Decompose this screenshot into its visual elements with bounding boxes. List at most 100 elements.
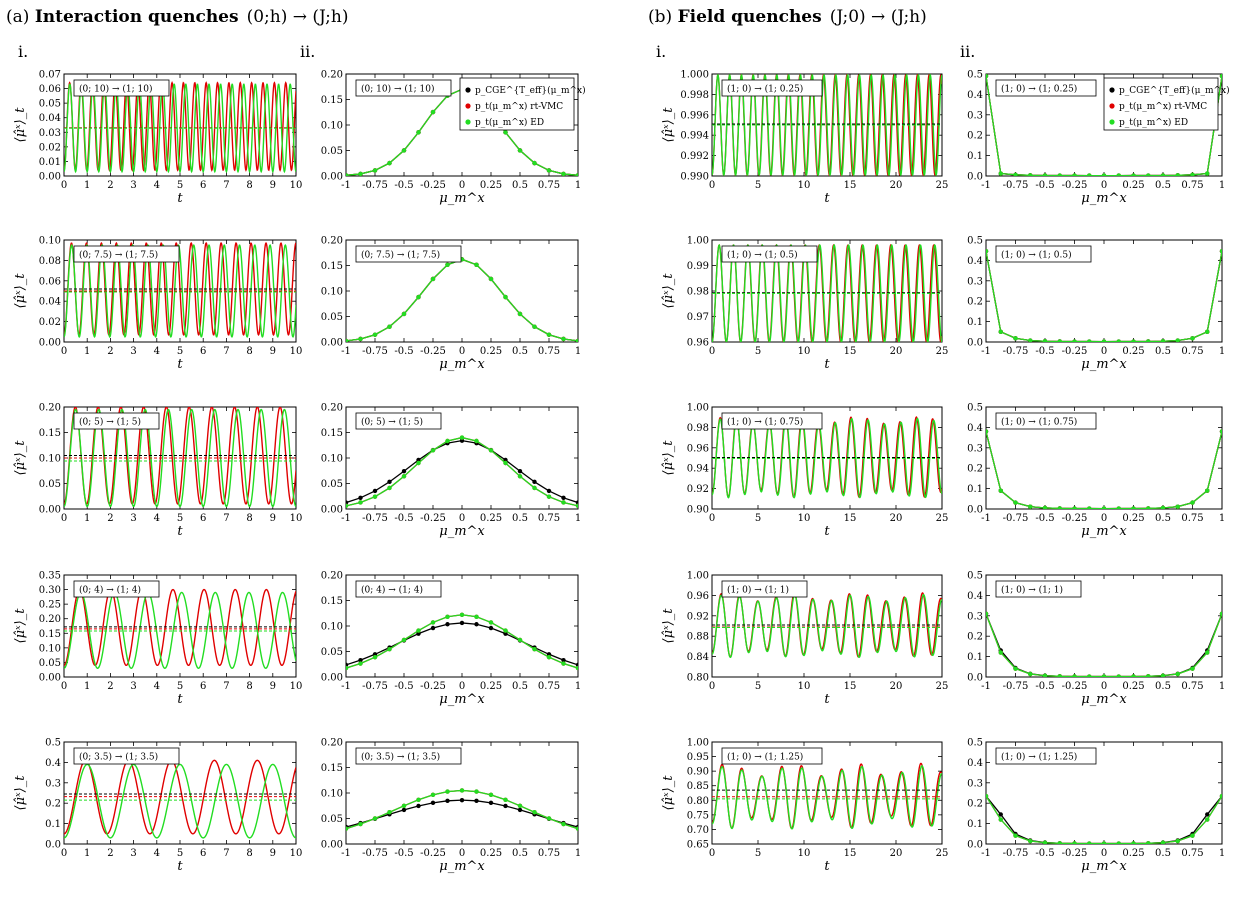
x-tick-label: 0 bbox=[459, 848, 465, 859]
series-cge bbox=[986, 431, 1222, 509]
x-tick-label: 9 bbox=[270, 513, 276, 524]
y-tick-label: 0.5 bbox=[967, 236, 983, 247]
y-tick-label: 0.0 bbox=[967, 840, 983, 851]
x-tick-label: 3 bbox=[130, 848, 136, 859]
annotation-text: (1; 0) → (1; 0.5) bbox=[1001, 250, 1072, 261]
point-ed bbox=[401, 474, 407, 479]
x-tick-label: -0.25 bbox=[420, 681, 446, 692]
legend-marker bbox=[1109, 103, 1115, 109]
y-tick-label: 0.07 bbox=[39, 70, 61, 81]
x-axis-label: t bbox=[177, 357, 183, 372]
x-axis-label: μ_m^x bbox=[439, 357, 485, 372]
y-tick-label: 0.0 bbox=[967, 505, 983, 516]
x-tick-label: 8 bbox=[246, 681, 252, 692]
point-ed bbox=[1028, 671, 1033, 677]
y-tick-label: 0.00 bbox=[321, 673, 343, 684]
y-tick-label: 0.05 bbox=[321, 146, 343, 157]
x-tick-label: 10 bbox=[290, 848, 303, 859]
x-tick-label: 1 bbox=[1219, 346, 1225, 357]
x-tick-label: 4 bbox=[154, 681, 160, 692]
x-tick-label: 0.5 bbox=[1155, 681, 1171, 692]
y-tick-label: 0.15 bbox=[39, 428, 61, 439]
point-ed bbox=[503, 294, 508, 300]
point-ed bbox=[387, 160, 392, 166]
y-tick-label: 0.02 bbox=[39, 142, 61, 153]
y-tick-label: 0.95 bbox=[687, 752, 709, 763]
point-ed bbox=[1205, 488, 1210, 493]
x-tick-label: 1 bbox=[575, 681, 581, 692]
x-tick-label: 1 bbox=[84, 848, 90, 859]
x-tick-label: 8 bbox=[246, 346, 252, 357]
point-ed bbox=[1190, 666, 1195, 671]
point-cge bbox=[575, 500, 578, 505]
x-tick-label: 10 bbox=[798, 180, 811, 191]
y-tick-label: 0.96 bbox=[687, 591, 709, 602]
point-ed bbox=[488, 448, 494, 453]
y-tick-label: 1.000 bbox=[680, 70, 709, 81]
x-tick-label: 0 bbox=[1101, 180, 1107, 191]
y-tick-label: 0.00 bbox=[39, 673, 61, 684]
x-tick-label: 10 bbox=[798, 848, 811, 859]
x-tick-label: 1 bbox=[84, 513, 90, 524]
point-ed bbox=[459, 435, 465, 440]
x-tick-label: 0 bbox=[709, 346, 715, 357]
y-tick-label: 0.65 bbox=[687, 840, 709, 851]
x-tick-label: 0 bbox=[61, 848, 67, 859]
chart-a-i-row1: 0.00 0.02 0.04 0.06 0.08 0.10 0 1 2 3 4 5 6 7 8 9 10 t ⟨μ̂… bbox=[13, 236, 302, 373]
x-tick-label: 0.75 bbox=[1181, 513, 1203, 524]
point-ed bbox=[401, 311, 407, 317]
x-tick-label: 20 bbox=[890, 681, 903, 692]
point-ed bbox=[1101, 339, 1107, 342]
point-ed bbox=[346, 826, 349, 831]
x-tick-label: 0.5 bbox=[512, 180, 528, 191]
point-ed bbox=[532, 324, 537, 329]
x-tick-label: 0 bbox=[1101, 848, 1107, 859]
point-ed bbox=[1131, 173, 1136, 176]
y-tick-label: 0.85 bbox=[687, 781, 709, 792]
y-tick-label: 0.4 bbox=[967, 591, 983, 602]
annotation-text: (0; 4) → (1; 4) bbox=[361, 585, 423, 596]
point-ed bbox=[372, 655, 378, 660]
x-tick-label: 0.25 bbox=[1122, 513, 1144, 524]
x-tick-label: 25 bbox=[936, 848, 949, 859]
point-ed bbox=[1205, 817, 1210, 822]
point-ed bbox=[575, 826, 578, 831]
series-cge bbox=[346, 258, 578, 342]
y-tick-label: 0.00 bbox=[321, 172, 343, 183]
chart-b-i-row1: 0.96 0.97 0.98 0.99 1.00 0 5 10 15 20 25 t ⟨μ̂ˣ⟩_t (1… bbox=[661, 236, 948, 373]
point-ed bbox=[561, 336, 566, 342]
x-axis-label: μ_m^x bbox=[1081, 692, 1127, 707]
y-tick-label: 0.05 bbox=[39, 479, 61, 490]
x-tick-label: -0.75 bbox=[362, 180, 388, 191]
point-ed bbox=[1028, 173, 1033, 176]
legend-label: p_CGE^{T_eff}(μ_m^x) bbox=[475, 85, 586, 96]
point-ed bbox=[445, 262, 450, 267]
annotation-box bbox=[721, 412, 823, 430]
point-ed bbox=[1057, 339, 1062, 342]
x-axis-label: t bbox=[177, 692, 183, 707]
point-ed bbox=[1131, 339, 1136, 342]
series-cge bbox=[346, 799, 578, 828]
point-ed bbox=[1087, 173, 1092, 176]
x-tick-label: 10 bbox=[798, 346, 811, 357]
y-tick-label: 0.998 bbox=[680, 90, 709, 101]
point-ed bbox=[1028, 338, 1033, 342]
x-tick-label: 0.5 bbox=[512, 346, 528, 357]
x-tick-label: -0.25 bbox=[420, 848, 446, 859]
point-ed bbox=[1146, 339, 1151, 342]
y-tick-label: 0.30 bbox=[39, 585, 61, 596]
y-tick-label: 0.996 bbox=[680, 110, 709, 121]
point-cge bbox=[561, 657, 566, 663]
point-cge bbox=[488, 800, 494, 806]
x-tick-label: 5 bbox=[177, 346, 183, 357]
x-tick-label: 0.25 bbox=[480, 513, 502, 524]
point-cge bbox=[546, 488, 552, 494]
x-tick-label: 0.75 bbox=[1181, 681, 1203, 692]
annotation-text: (0; 4) → (1; 4) bbox=[79, 585, 141, 596]
point-ed bbox=[1072, 674, 1077, 677]
y-tick-label: 0.4 bbox=[45, 758, 61, 769]
point-ed bbox=[445, 614, 450, 619]
y-tick-label: 0.05 bbox=[39, 99, 61, 110]
x-tick-label: 7 bbox=[223, 681, 229, 692]
x-tick-label: 0.75 bbox=[1181, 180, 1203, 191]
